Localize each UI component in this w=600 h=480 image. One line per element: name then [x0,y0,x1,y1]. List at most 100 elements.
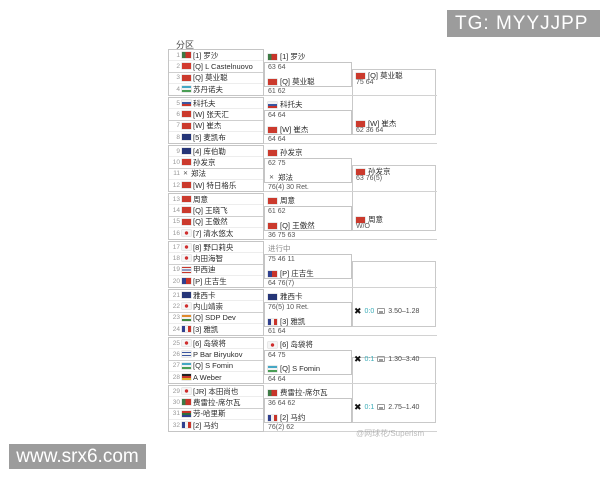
player-row[interactable]: 22 内山靖崇 [169,301,263,313]
player-row[interactable]: 26 P Bar Biryukov [169,349,263,361]
bracket-group: 25 [6] 岛袋将 26 P Bar Biryukov 27 [Q] S Fomin 28… [168,337,437,385]
r1-winner[interactable]: [Q] 王傲然 [268,220,315,231]
r1-winner[interactable]: 费雷拉-席尔瓦 [268,387,328,398]
match-score[interactable]: 36 75 63 [268,232,296,239]
player-row[interactable]: 17 [8] 野口莉央 [169,242,263,254]
player-row[interactable]: 4 苏丹诺夫 [169,84,263,95]
r1-winner[interactable]: ✕ 郑法 [268,172,293,183]
match-score[interactable]: 64 75 [268,352,286,359]
player-row[interactable]: 2 [Q] L Castelnuovo [169,61,263,73]
match-score[interactable]: 64 64 [268,112,286,119]
player-row[interactable]: 8 [5] 麦凯布 [169,132,263,143]
r2-winner[interactable]: [W] 崔杰 [356,118,396,129]
player-row[interactable]: 19 甲西迪 [169,265,263,276]
bracket-connector [352,165,436,231]
player-row[interactable]: 12 [W] 特日格乐 [169,180,263,191]
player-row[interactable]: 7 [W] 崔杰 [169,121,263,132]
r1-winner-name: [P] 庄吉生 [280,269,314,278]
r1-result-box [264,110,352,135]
match-score[interactable]: 76(2) 62 [268,424,295,431]
r2-winner[interactable]: 孙发京 [356,166,391,177]
flag-icon [182,111,191,118]
r1-winner[interactable]: [2] 马约 [268,412,305,423]
player-row[interactable]: 6 [W] 张天汇 [169,109,263,121]
player-row[interactable]: 9 [4] 库伯勒 [169,146,263,158]
player-row[interactable]: 14 [Q] 王晓飞 [169,205,263,217]
player-row[interactable]: 1 [1] 罗沙 [169,50,263,62]
player-number: 20 [172,277,180,285]
player-name: 郑法 [191,169,206,179]
match-score[interactable]: 61 62 [268,88,286,95]
betting-odds[interactable]: ✖ 0:0 3.50–1.28 [354,307,419,316]
match-score[interactable]: 75 64 [356,79,374,86]
player-row[interactable]: 27 [Q] S Fomin [169,361,263,372]
match-score[interactable]: 61 64 [268,328,286,335]
player-row[interactable]: 5 科托夫 [169,98,263,110]
player-name: [JR] 本田尚也 [193,386,239,396]
match-score[interactable]: 61 62 [268,208,286,215]
r1-winner[interactable]: 科托夫 [268,99,303,110]
player-row[interactable]: 16 [7] 清水悠太 [169,228,263,239]
player-row[interactable]: 32 [2] 马约 [169,420,263,431]
match-score[interactable]: 76(4) 30 Ret. [268,184,309,191]
r1-winner[interactable]: 孙发京 [268,147,303,158]
player-name: 内山靖崇 [193,301,223,311]
player-row[interactable]: 11 ✕ 郑法 [169,169,263,180]
player-row[interactable]: 3 [Q] 莫业聪 [169,73,263,84]
match-score[interactable]: 64 64 [268,136,286,143]
player-row[interactable]: 25 [6] 岛袋将 [169,338,263,350]
player-row[interactable]: 24 [3] 雅凯 [169,324,263,335]
r1-winner-name: [Q] S Fomin [280,364,321,373]
r2-winner-name: 孙发京 [368,167,391,176]
player-row[interactable]: 21 雅西卡 [169,290,263,302]
player-number: 17 [172,243,180,251]
player-name: P Bar Biryukov [193,349,243,359]
first-round-player-box: 29 [JR] 本田尚也 30 费雷拉-席尔瓦 31 劳-哈里斯 32 [2] 马约 [168,385,264,432]
match-score[interactable]: 64 64 [268,376,286,383]
player-row[interactable]: 29 [JR] 本田尚也 [169,386,263,398]
r1-winner[interactable]: 雅西卡 [268,291,303,302]
r1-winner[interactable]: 进行中 [268,243,291,254]
player-row[interactable]: 31 劳-哈里斯 [169,409,263,420]
r1-winner[interactable]: [P] 庄吉生 [268,268,314,279]
player-number: 27 [172,362,180,370]
player-row[interactable]: 30 费雷拉-席尔瓦 [169,397,263,409]
first-round-player-box: 9 [4] 库伯勒 10 孙发京 11 ✕ 郑法 12 [W] 特日格乐 [168,145,264,192]
player-row[interactable]: 23 [Q] SDP Dev [169,313,263,324]
player-row[interactable]: 13 周意 [169,194,263,206]
r1-winner[interactable]: [3] 雅凯 [268,316,305,327]
match-score[interactable]: 62 75 [268,160,286,167]
player-row[interactable]: 18 内田海智 [169,253,263,265]
match-score[interactable]: 64 76(7) [268,280,295,287]
player-row[interactable]: 15 [Q] 王傲然 [169,217,263,228]
r2-winner[interactable]: [Q] 莫业聪 [356,70,403,81]
match-score[interactable]: 62 36 64 [356,127,384,134]
match-score[interactable]: W/O [356,223,370,230]
player-row[interactable]: 20 [P] 庄吉生 [169,276,263,287]
r1-winner[interactable]: [1] 罗沙 [268,51,305,62]
match-score[interactable]: 76(5) 10 Ret. [268,304,309,311]
player-number: 26 [172,350,180,358]
bracket-connector [352,69,436,135]
page-title: 分区 [176,40,195,50]
r2-winner[interactable]: 周意 [356,214,383,225]
r2-winner-name: 周意 [368,215,383,224]
betting-odds[interactable]: ✖ 0:1 1.30–3.40 [354,355,419,364]
player-row[interactable]: 10 孙发京 [169,157,263,169]
r1-winner[interactable]: [W] 崔杰 [268,124,308,135]
flag-icon [182,230,191,237]
r1-winner[interactable]: 周意 [268,195,295,206]
match-score[interactable]: 75 46 11 [268,256,295,263]
match-score[interactable]: 63 64 [268,64,286,71]
r1-winner[interactable]: [Q] 莫业聪 [268,76,315,87]
player-row[interactable]: 28 A Weber [169,372,263,383]
r1-winner-name: 科托夫 [280,100,303,109]
betting-odds[interactable]: ✖ 0:1 2.75–1.40 [354,403,419,412]
r1-winner[interactable]: [Q] S Fomin [268,364,320,373]
match-score[interactable]: 63 76(5) [356,175,383,182]
player-name: [6] 岛袋将 [193,338,226,348]
match-score[interactable]: 36 64 62 [268,400,296,407]
flag-icon [182,255,191,262]
player-name: 内田海智 [193,253,223,263]
r1-winner[interactable]: [6] 岛袋将 [268,339,313,350]
